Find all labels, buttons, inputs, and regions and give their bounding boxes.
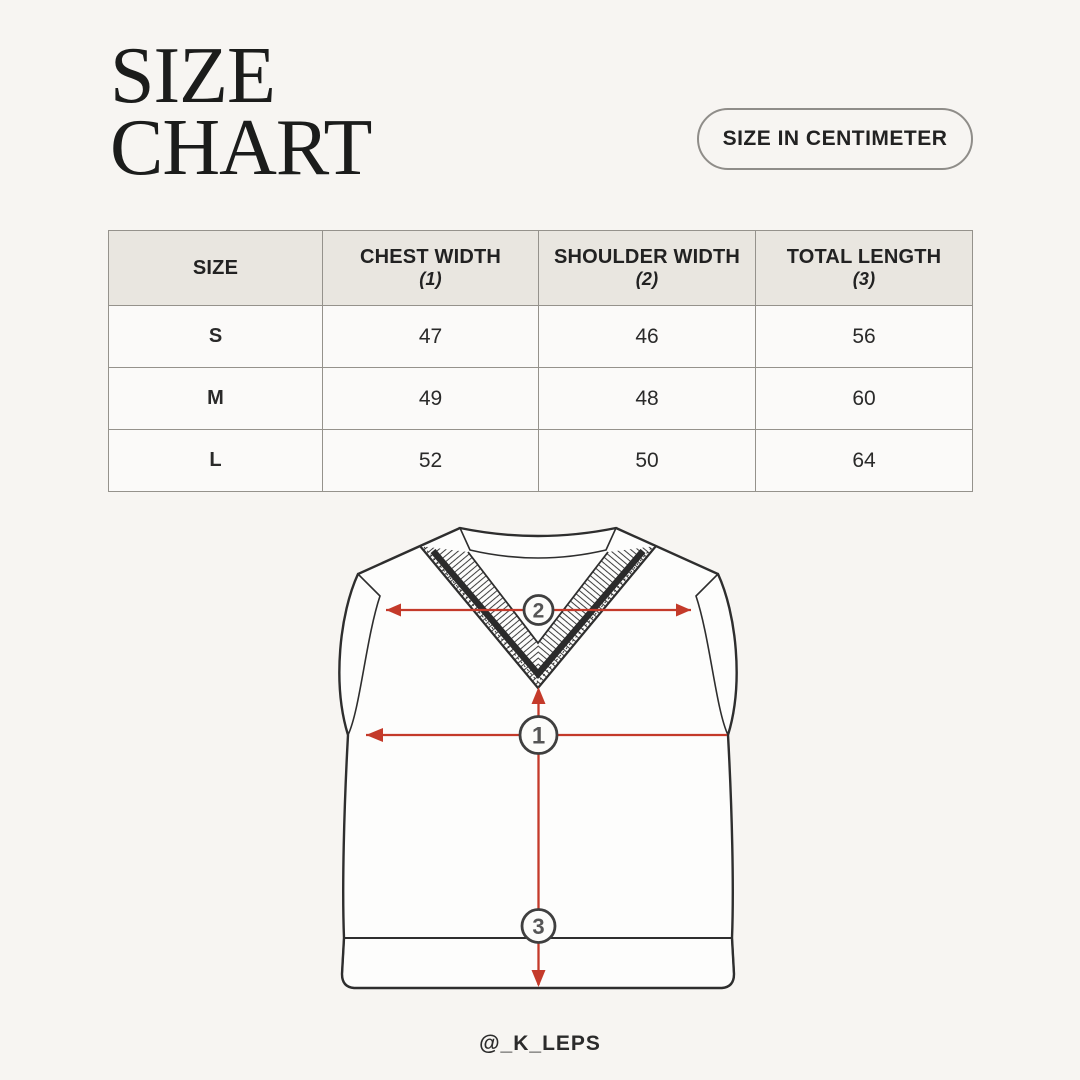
vest-vneck-outer-edge	[419, 545, 657, 690]
vest-vneck-inner-edge	[467, 551, 609, 645]
page-title: SIZE CHART	[110, 32, 372, 192]
vest-vneck-seam-dots	[423, 546, 653, 683]
cell-size-l: L	[108, 429, 323, 492]
marker-label-3: 3	[532, 914, 544, 939]
header-chest-label: CHEST WIDTH	[359, 245, 502, 268]
size-table: SIZE CHEST WIDTH (1) SHOULDER WIDTH (2) …	[108, 230, 973, 492]
chest-arrowhead-left	[366, 728, 383, 742]
cell-chest-s: 47	[322, 305, 539, 368]
header-shoulder-sub: (2)	[635, 268, 659, 289]
header-chest-sub: (1)	[419, 268, 442, 289]
marker-circle-1	[518, 715, 559, 755]
table-row-m: M 49 48 60	[108, 367, 973, 430]
cell-shoulder-m: 48	[538, 367, 756, 430]
length-arrowhead-top	[531, 687, 546, 704]
vest-right-armhole-rib	[695, 572, 738, 738]
header-length-sub: (3)	[852, 268, 876, 289]
cell-length-l: 64	[755, 429, 973, 492]
vest-left-armhole-rib	[338, 572, 381, 738]
footer-handle: @_K_LEPS	[479, 1032, 601, 1055]
marker-label-2: 2	[533, 600, 545, 623]
shoulder-arrowhead-right	[676, 603, 691, 617]
vest-vneck-stripe	[430, 548, 646, 680]
length-arrowhead-bottom	[531, 970, 546, 987]
cell-chest-m: 49	[322, 367, 539, 430]
page-title-line1: SIZE	[110, 32, 276, 120]
header-chest-width: CHEST WIDTH (1)	[322, 230, 539, 306]
marker-label-1: 1	[532, 723, 545, 750]
marker-circle-2	[522, 594, 555, 626]
unit-badge: SIZE IN CENTIMETER	[697, 108, 973, 170]
header-total-length: TOTAL LENGTH (3)	[755, 230, 973, 306]
vest-hem-rib	[340, 937, 736, 989]
table-row-s: S 47 46 56	[108, 305, 973, 368]
header-size-label: SIZE	[192, 256, 239, 279]
table-header-row: SIZE CHEST WIDTH (1) SHOULDER WIDTH (2) …	[108, 230, 973, 306]
table-row-l: L 52 50 64	[108, 429, 973, 492]
unit-badge-label: SIZE IN CENTIMETER	[722, 127, 948, 150]
cell-size-s: S	[108, 305, 323, 368]
header-size: SIZE	[108, 230, 323, 306]
vest-collar-rib	[458, 526, 618, 559]
cell-shoulder-l: 50	[538, 429, 756, 492]
cell-size-m: M	[108, 367, 323, 430]
cell-length-m: 60	[755, 367, 973, 430]
header-shoulder-width: SHOULDER WIDTH (2)	[538, 230, 756, 306]
marker-circle-3	[520, 908, 557, 944]
page-title-line2: CHART	[110, 104, 372, 192]
header-length-label: TOTAL LENGTH	[786, 245, 942, 268]
cell-shoulder-s: 46	[538, 305, 756, 368]
cell-length-s: 56	[755, 305, 973, 368]
header-shoulder-label: SHOULDER WIDTH	[553, 245, 741, 268]
vest-illustration: 2 1 3	[338, 526, 738, 990]
shoulder-arrowhead-left	[386, 603, 401, 617]
cell-chest-l: 52	[322, 429, 539, 492]
